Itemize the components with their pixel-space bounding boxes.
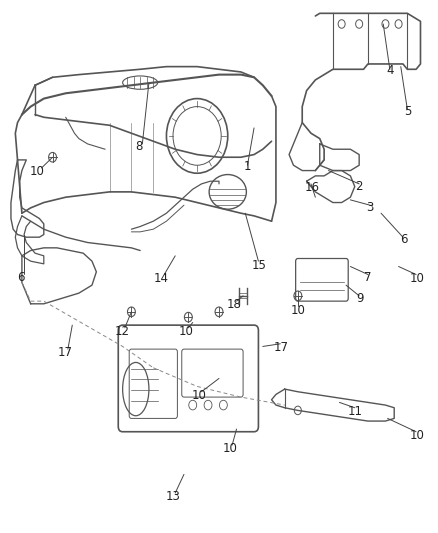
Text: 13: 13 — [166, 490, 180, 503]
Text: 10: 10 — [410, 430, 424, 442]
Text: 10: 10 — [179, 325, 194, 338]
Text: 10: 10 — [410, 272, 424, 285]
Text: 17: 17 — [57, 346, 72, 359]
Text: 6: 6 — [17, 271, 25, 284]
Text: 15: 15 — [252, 259, 267, 272]
Text: 10: 10 — [290, 304, 305, 317]
Text: 6: 6 — [400, 233, 408, 246]
Text: 12: 12 — [114, 325, 129, 338]
Text: 10: 10 — [192, 389, 207, 402]
Text: 1: 1 — [244, 160, 251, 173]
Text: 9: 9 — [356, 292, 364, 305]
Text: 5: 5 — [405, 106, 412, 118]
Text: 11: 11 — [348, 405, 363, 418]
Text: 17: 17 — [274, 341, 289, 354]
Text: 8: 8 — [136, 140, 143, 153]
Text: 16: 16 — [304, 181, 319, 194]
Text: 10: 10 — [30, 165, 45, 178]
Text: 4: 4 — [386, 64, 394, 77]
Text: 18: 18 — [227, 298, 242, 311]
Text: 10: 10 — [223, 442, 237, 455]
Text: 3: 3 — [367, 201, 374, 214]
Text: 2: 2 — [355, 180, 363, 193]
Text: 14: 14 — [154, 272, 169, 285]
Text: 7: 7 — [364, 271, 372, 284]
